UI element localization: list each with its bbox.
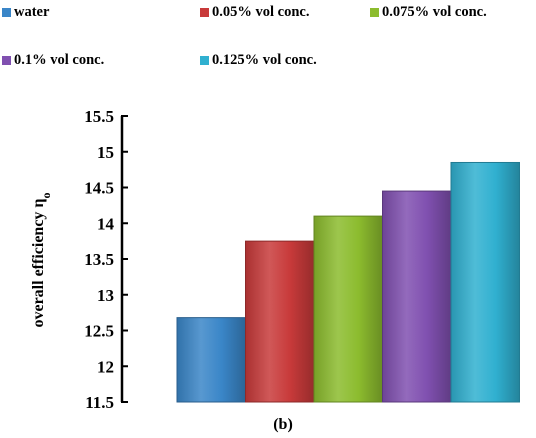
y-axis-title: overall efficiency ηo <box>30 192 53 327</box>
y-axis-title-main: overall efficiency η <box>30 198 47 327</box>
y-axis-title-subscript: o <box>39 192 53 198</box>
legend-swatch-water <box>2 8 11 17</box>
y-tick-label-5: 14 <box>97 214 115 233</box>
bar-1 <box>245 240 315 403</box>
legend-swatch-0-05 <box>200 8 209 17</box>
legend-label-0-125: 0.125% vol conc. <box>212 52 317 68</box>
x-axis-caption: (b) <box>0 416 536 434</box>
y-tick-label-6: 14.5 <box>84 179 114 198</box>
legend-label-0-075: 0.075% vol conc. <box>382 4 487 20</box>
y-tick-label-8: 15.5 <box>84 107 114 126</box>
y-tick-label-0: 11.5 <box>85 393 114 412</box>
legend-item-0-075: 0.075% vol conc. <box>370 4 487 21</box>
bar-3 <box>382 190 452 403</box>
y-tick-label-2: 12.5 <box>84 322 114 341</box>
legend-label-0-1: 0.1% vol conc. <box>14 52 105 68</box>
x-axis-caption-text: (b) <box>273 416 293 433</box>
legend-item-0-05: 0.05% vol conc. <box>200 4 309 21</box>
legend-swatch-0-075 <box>370 8 379 17</box>
y-tick-label-3: 13 <box>97 286 114 305</box>
legend-item-0-1: 0.1% vol conc. <box>2 52 104 69</box>
legend-item-0-125: 0.125% vol conc. <box>200 52 317 69</box>
legend-label-0-05: 0.05% vol conc. <box>212 4 310 20</box>
bars-group <box>176 161 520 403</box>
legend-swatch-0-125 <box>200 56 209 65</box>
bar-0 <box>176 317 246 403</box>
legend: water 0.05% vol conc. 0.075% vol conc. 0… <box>0 0 536 70</box>
bar-2 <box>313 215 383 403</box>
y-axis: 11.5 12 12.5 13 13.5 14 14.5 15 15.5 <box>84 107 128 412</box>
y-tick-label-4: 13.5 <box>84 250 114 269</box>
y-tick-label-7: 15 <box>97 143 114 162</box>
bar-4 <box>450 161 520 403</box>
legend-swatch-0-1 <box>2 56 11 65</box>
legend-label-water: water <box>14 4 50 20</box>
y-tick-label-1: 12 <box>97 357 114 376</box>
legend-item-water: water <box>2 4 49 21</box>
